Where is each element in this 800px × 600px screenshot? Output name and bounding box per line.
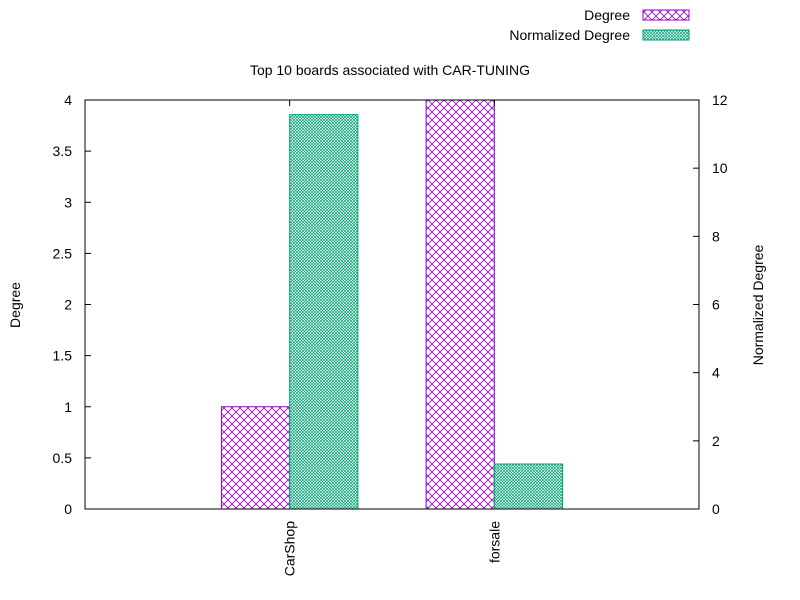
y-axis: 0 0.5 1 1.5 2 2.5 3 3.5 4 bbox=[53, 92, 91, 517]
y-tick-label: 2.5 bbox=[53, 245, 73, 261]
y-tick-label: 1.5 bbox=[53, 348, 73, 364]
y-tick-label: 3 bbox=[64, 194, 72, 210]
y-tick-label: 2 bbox=[64, 297, 72, 313]
bar-normalized-degree-carshop bbox=[289, 114, 359, 510]
x-tick-label: CarShop bbox=[282, 521, 298, 576]
y2-tick-label: 4 bbox=[712, 365, 720, 381]
x-axis: CarShop forsale bbox=[282, 100, 502, 576]
x-tick-label: forsale bbox=[486, 521, 502, 563]
y2-tick-label: 12 bbox=[712, 92, 728, 108]
y2-tick-label: 2 bbox=[712, 433, 720, 449]
y2-tick-label: 6 bbox=[712, 297, 720, 313]
y2-axis: 0 2 4 6 8 10 12 bbox=[693, 92, 728, 517]
y2-axis-label: Normalized Degree bbox=[750, 244, 766, 365]
legend-swatch bbox=[642, 29, 690, 41]
y-tick-label: 1 bbox=[64, 399, 72, 415]
bar-degree-forsale bbox=[425, 99, 495, 510]
bars-group bbox=[220, 99, 564, 510]
legend-swatch bbox=[642, 9, 690, 21]
y-tick-label: 3.5 bbox=[53, 143, 73, 159]
y2-tick-label: 8 bbox=[712, 228, 720, 244]
y2-tick-label: 0 bbox=[712, 501, 720, 517]
bar-degree-carshop bbox=[220, 406, 291, 510]
legend: Degree Normalized Degree bbox=[509, 7, 690, 43]
y-tick-label: 0.5 bbox=[53, 450, 73, 466]
legend-label: Normalized Degree bbox=[509, 27, 630, 43]
y-axis-label: Degree bbox=[7, 282, 23, 328]
chart-title: Top 10 boards associated with CAR-TUNING bbox=[250, 62, 530, 78]
y-tick-label: 0 bbox=[64, 501, 72, 517]
legend-label: Degree bbox=[584, 7, 630, 23]
plot-frame bbox=[84, 99, 700, 510]
bar-normalized-degree-forsale bbox=[493, 463, 564, 510]
y2-tick-label: 10 bbox=[712, 160, 728, 176]
y-tick-label: 4 bbox=[64, 92, 72, 108]
